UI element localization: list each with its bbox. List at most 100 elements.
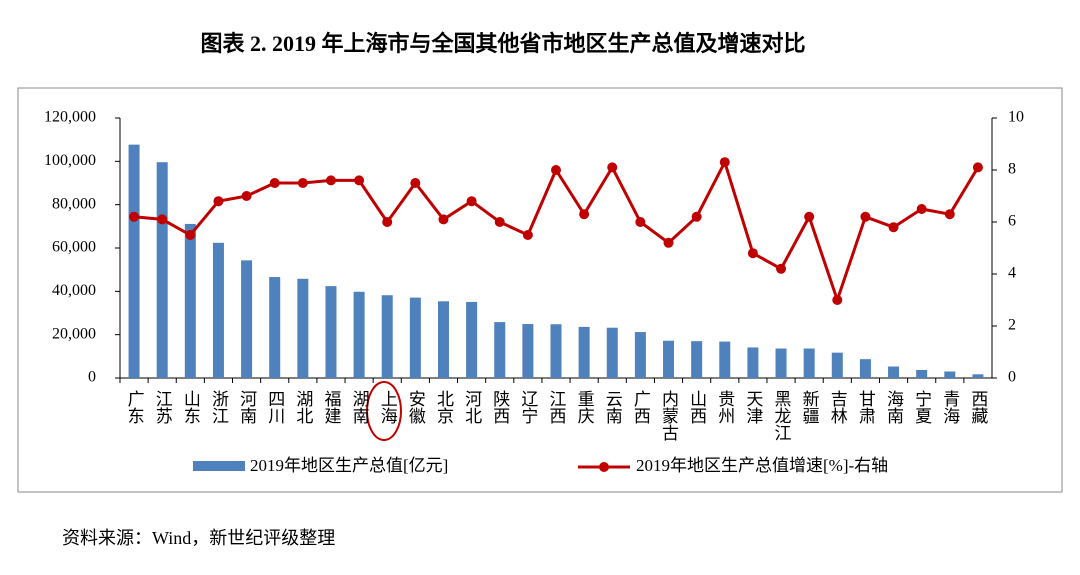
x-tick-label: 青海	[940, 390, 960, 425]
y-tick-label: 60,000	[52, 239, 96, 256]
x-tick-label: 内蒙古	[659, 390, 679, 441]
growth-marker	[494, 217, 505, 227]
bar	[269, 277, 281, 378]
bar	[859, 359, 871, 378]
bar	[128, 144, 140, 378]
bar	[494, 322, 506, 378]
x-tick-label: 甘肃	[856, 390, 876, 424]
x-tick-label: 广西	[631, 390, 651, 424]
bar	[241, 260, 253, 378]
bar	[719, 341, 731, 378]
x-tick-label: 天津	[743, 390, 763, 424]
y2-tick-label: 10	[1008, 109, 1024, 126]
y2-tick-label: 0	[1008, 369, 1016, 386]
legend-label: 2019年地区生产总值[亿元]	[250, 456, 448, 475]
growth-marker	[747, 248, 758, 259]
y2-tick-label: 4	[1008, 265, 1016, 282]
growth-marker	[382, 217, 393, 227]
growth-marker	[438, 214, 449, 225]
growth-marker	[325, 175, 336, 186]
x-tick-label: 宁夏	[912, 390, 932, 424]
y-tick-label: 20,000	[52, 325, 96, 342]
bar	[156, 162, 168, 378]
growth-marker	[860, 211, 871, 222]
growth-marker	[776, 263, 787, 274]
bar	[409, 297, 421, 378]
bar	[522, 324, 534, 378]
bar	[381, 295, 393, 378]
bar	[606, 327, 618, 378]
growth-marker	[719, 157, 730, 168]
x-tick-label: 辽宁	[518, 390, 538, 424]
bar	[775, 348, 787, 378]
x-tick-label: 四川	[265, 390, 285, 424]
x-tick-label: 福建	[321, 390, 341, 424]
bar	[578, 326, 590, 378]
bar	[297, 278, 309, 378]
x-tick-label: 山西	[687, 390, 706, 424]
bar	[888, 366, 900, 378]
x-tick-label: 江苏	[153, 390, 173, 425]
growth-marker	[354, 175, 365, 186]
growth-marker	[213, 196, 224, 207]
growth-marker	[944, 209, 955, 220]
bar	[691, 341, 703, 378]
x-tick-label: 河北	[462, 390, 482, 424]
y-tick-label: 120,000	[44, 109, 96, 126]
bar	[944, 371, 956, 378]
growth-line	[133, 158, 980, 305]
x-tick-label: 湖北	[293, 390, 313, 424]
growth-marker	[635, 217, 646, 227]
bar	[634, 332, 646, 378]
x-tick-label: 浙江	[209, 390, 229, 424]
growth-marker	[522, 230, 533, 240]
growth-marker	[888, 222, 899, 233]
bar	[550, 324, 562, 378]
bar	[803, 348, 815, 378]
x-tick-label: 重庆	[575, 390, 595, 424]
growth-marker	[832, 295, 843, 305]
bar	[663, 340, 675, 378]
y-tick-label: 0	[88, 369, 96, 386]
x-tick-label: 陕西	[490, 390, 509, 424]
bar	[466, 301, 478, 378]
x-tick-label: 湖南	[350, 390, 370, 424]
bar	[831, 352, 843, 378]
bar	[212, 242, 224, 378]
bar	[916, 369, 928, 378]
growth-marker	[297, 178, 308, 188]
x-tick-label: 广东	[125, 390, 145, 424]
legend-swatch	[599, 462, 609, 472]
y2-tick-label: 8	[1008, 161, 1016, 178]
growth-marker	[916, 204, 927, 214]
x-tick-label: 新疆	[800, 390, 820, 424]
legend-label: 2019年地区生产总值增速[%]-右轴	[636, 456, 888, 475]
x-tick-label: 云南	[603, 390, 623, 424]
growth-marker	[129, 211, 140, 222]
x-tick-label: 河南	[237, 390, 256, 424]
x-tick-label: 北京	[434, 390, 454, 425]
bar	[184, 223, 196, 378]
bar	[972, 374, 984, 378]
chart-frame	[17, 87, 1063, 493]
x-tick-label: 贵州	[715, 390, 735, 424]
y-tick-label: 80,000	[52, 195, 96, 212]
growth-marker	[691, 211, 702, 222]
y2-tick-label: 6	[1008, 213, 1016, 230]
growth-marker	[804, 211, 815, 222]
bar	[325, 286, 337, 378]
growth-marker	[972, 162, 983, 173]
growth-marker	[551, 165, 561, 175]
chart-title: 图表 2. 2019 年上海市与全国其他省市地区生产总值及增速对比	[200, 31, 805, 56]
highlight-circle	[366, 381, 402, 441]
y2-tick-label: 2	[1008, 317, 1016, 334]
bar	[437, 301, 449, 378]
growth-marker	[241, 191, 252, 201]
legend-swatch	[193, 461, 245, 471]
growth-marker	[185, 230, 196, 240]
growth-marker	[579, 209, 590, 220]
growth-marker	[663, 237, 674, 248]
growth-marker	[607, 162, 618, 173]
growth-marker	[410, 178, 421, 188]
